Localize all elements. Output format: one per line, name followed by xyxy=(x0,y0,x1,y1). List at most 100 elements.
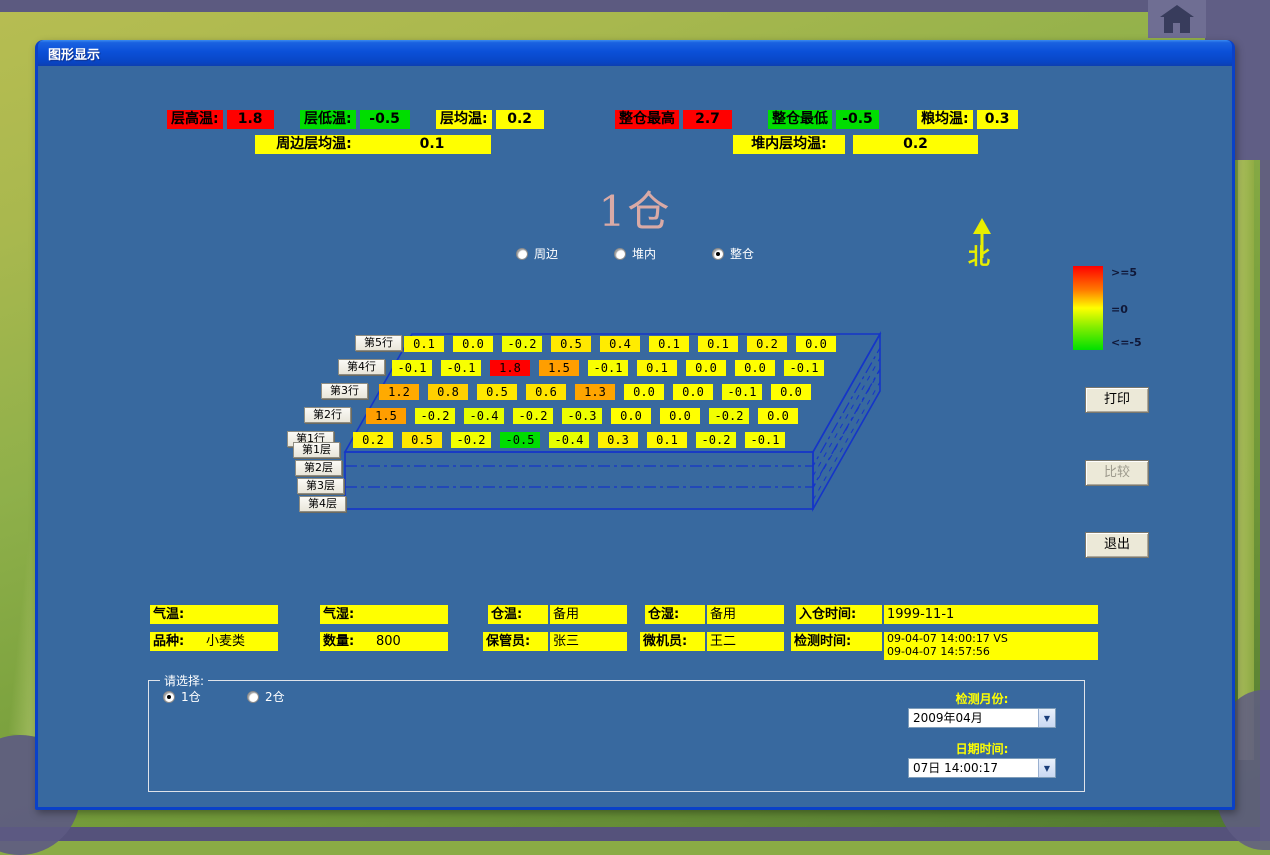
info-value: 备用 xyxy=(707,605,784,624)
temperature-cell: 0.8 xyxy=(428,384,468,400)
stat-value: 1.8 xyxy=(226,110,274,129)
datetime-select-dropdown[interactable]: 07日 14:00:17 ▼ xyxy=(908,758,1056,778)
stats-row-1: 层高温: 1.8 层低温: -0.5 层均温: 0.2 整仓最高 2.7 整仓最低 -0.5 粮均温… xyxy=(38,110,1232,130)
month-select-dropdown[interactable]: 2009年04月 ▼ xyxy=(908,708,1056,728)
temperature-cell: -0.2 xyxy=(696,432,736,448)
select-groupbox xyxy=(148,680,1085,792)
row-button-2[interactable]: 第2行 xyxy=(304,407,351,423)
stat-value: 2.7 xyxy=(683,110,732,129)
row-button-5[interactable]: 第5行 xyxy=(355,335,402,351)
temperature-cell: 0.0 xyxy=(771,384,811,400)
temperature-cell: 0.1 xyxy=(649,336,689,352)
temperature-cell: -0.1 xyxy=(441,360,481,376)
temperature-cell: 0.5 xyxy=(551,336,591,352)
temperature-cell: 0.4 xyxy=(600,336,640,352)
temperature-cell: 0.0 xyxy=(611,408,651,424)
stat-label: 堆内层均温: xyxy=(733,135,845,154)
temperature-cell: -0.2 xyxy=(451,432,491,448)
row-button-3[interactable]: 第3行 xyxy=(321,383,368,399)
temperature-legend-bar xyxy=(1073,266,1103,350)
select-groupbox-label: 请选择: xyxy=(160,672,209,689)
window-title: 图形显示 xyxy=(48,47,101,63)
temperature-cell: -0.2 xyxy=(709,408,749,424)
info-value: 备用 xyxy=(550,605,627,624)
stat-value: 0.2 xyxy=(495,110,544,129)
stats-row-2: 周边层均温: 0.1 堆内层均温: 0.2 xyxy=(38,135,1232,155)
temperature-cell: 0.3 xyxy=(598,432,638,448)
chevron-down-icon[interactable]: ▼ xyxy=(1038,759,1055,777)
radio-label: 周边 xyxy=(533,247,558,261)
warehouse-title: 1仓 xyxy=(598,187,672,236)
temperature-cell: -0.5 xyxy=(500,432,540,448)
info-label: 入仓时间: xyxy=(796,605,882,624)
app-window: 图形显示 层高温: 1.8 层低温: -0.5 层均温: 0.2 整仓最高 2.7 整仓最低 -0… xyxy=(35,40,1235,810)
temperature-cell: 0.5 xyxy=(402,432,442,448)
compare-button[interactable]: 比较 xyxy=(1085,460,1149,486)
stat-chip: 层高温: 1.8 xyxy=(167,110,274,129)
legend-label-max: >=5 xyxy=(1111,266,1138,279)
north-char: 北 xyxy=(968,245,990,270)
radio-circle-icon[interactable] xyxy=(247,690,259,703)
info-value: 王二 xyxy=(707,632,784,651)
temperature-cell: -0.1 xyxy=(745,432,785,448)
home-icon[interactable] xyxy=(1148,0,1206,38)
datetime-select-label: 日期时间: xyxy=(955,742,1009,756)
detect-time-line1: 09-04-07 14:00:17 VS xyxy=(887,632,1008,645)
temperature-cell: 0.1 xyxy=(637,360,677,376)
wallpaper-top-strip xyxy=(0,0,1270,12)
info-value xyxy=(373,605,448,624)
row-button-4[interactable]: 第4行 xyxy=(338,359,385,375)
radio-circle-icon[interactable] xyxy=(515,247,528,260)
temperature-cell: -0.2 xyxy=(502,336,542,352)
temperature-cell: -0.1 xyxy=(784,360,824,376)
stat-label: 层高温: xyxy=(167,110,223,129)
month-select-value: 2009年04月 xyxy=(913,711,983,725)
stat-label: 整仓最高 xyxy=(615,110,679,129)
temperature-cell: -0.2 xyxy=(415,408,455,424)
temperature-cell: 1.2 xyxy=(379,384,419,400)
view-radio-3[interactable]: 整仓 xyxy=(712,245,754,262)
view-radio-1[interactable]: 周边 xyxy=(515,245,558,262)
stat-chip: 粮均温: 0.3 xyxy=(917,110,1018,129)
layer-button-3[interactable]: 第3层 xyxy=(297,478,344,494)
chevron-down-icon[interactable]: ▼ xyxy=(1038,709,1055,727)
north-arrow-icon: 北 xyxy=(958,216,1002,274)
temperature-cell: 0.6 xyxy=(526,384,566,400)
exit-button[interactable]: 退出 xyxy=(1085,532,1149,558)
stat-value: 0.2 xyxy=(853,135,978,154)
radio-circle-icon[interactable] xyxy=(163,690,175,703)
radio-circle-icon[interactable] xyxy=(613,247,626,260)
temperature-cell: 0.0 xyxy=(735,360,775,376)
view-radio-2[interactable]: 堆内 xyxy=(613,245,656,262)
layer-button-2[interactable]: 第2层 xyxy=(295,460,342,476)
info-label: 保管员: xyxy=(483,632,548,651)
info-label: 检测时间: xyxy=(791,632,882,651)
temperature-cell: 0.0 xyxy=(624,384,664,400)
info-label: 仓湿: xyxy=(645,605,705,624)
info-label: 气温: xyxy=(150,605,203,624)
layer-button-1[interactable]: 第1层 xyxy=(293,442,340,458)
temperature-cell: 1.8 xyxy=(490,360,530,376)
radio-label: 堆内 xyxy=(631,247,656,261)
temperature-cell: -0.1 xyxy=(588,360,628,376)
temperature-cell: 0.1 xyxy=(698,336,738,352)
temperature-cell: -0.1 xyxy=(392,360,432,376)
print-button[interactable]: 打印 xyxy=(1085,387,1149,413)
temperature-cell: 0.1 xyxy=(404,336,444,352)
stat-label: 整仓最低 xyxy=(768,110,832,129)
warehouse-radio-2[interactable]: 2仓 xyxy=(247,688,285,705)
temperature-cell: -0.3 xyxy=(562,408,602,424)
legend-label-min: <=-5 xyxy=(1111,336,1142,349)
month-select-label: 检测月份: xyxy=(955,692,1009,706)
window-client-area: 层高温: 1.8 层低温: -0.5 层均温: 0.2 整仓最高 2.7 整仓最低 -0.5 粮均温… xyxy=(38,66,1232,807)
temperature-cell: 0.1 xyxy=(647,432,687,448)
warehouse-radio-1[interactable]: 1仓 xyxy=(163,688,201,705)
window-titlebar[interactable]: 图形显示 xyxy=(38,40,1232,66)
temperature-cell: -0.4 xyxy=(464,408,504,424)
radio-circle-icon[interactable] xyxy=(712,247,724,260)
info-label: 品种: xyxy=(150,632,203,651)
temperature-cell: -0.2 xyxy=(513,408,553,424)
temperature-cell: 0.0 xyxy=(686,360,726,376)
info-value xyxy=(203,605,278,624)
layer-button-4[interactable]: 第4层 xyxy=(299,496,346,512)
